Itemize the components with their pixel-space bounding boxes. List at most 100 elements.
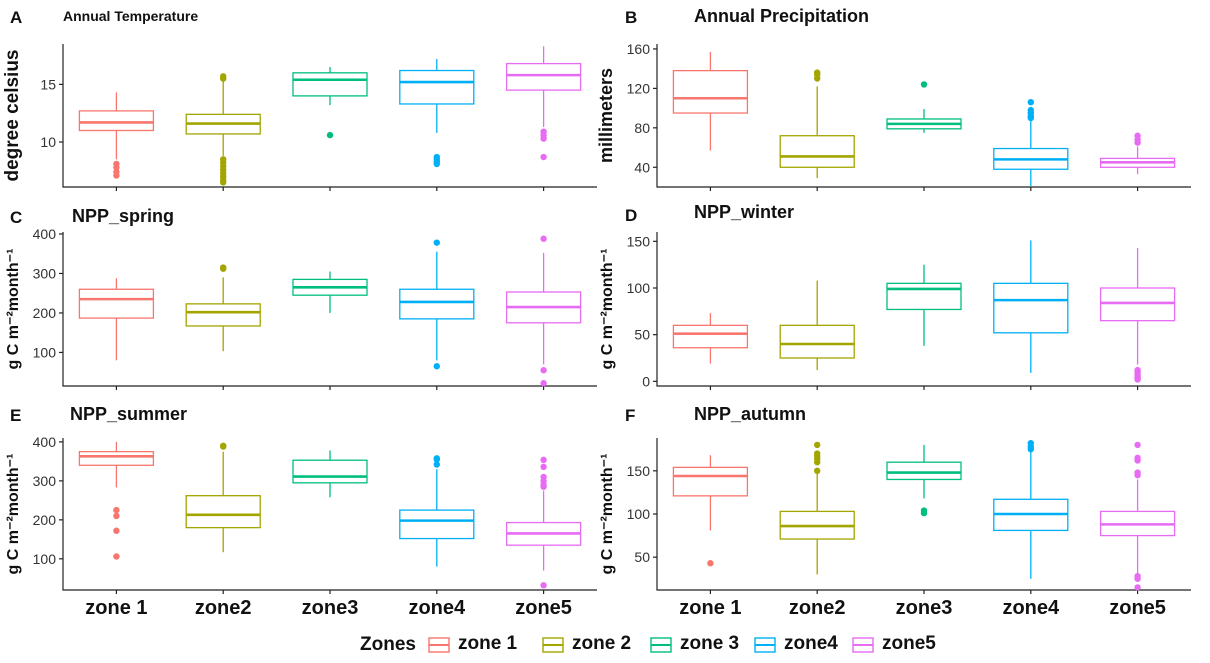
box-iqr xyxy=(779,135,855,168)
box-iqr xyxy=(399,288,475,320)
box-iqr xyxy=(292,459,368,484)
box-4 xyxy=(993,439,1069,579)
panel-letter: C xyxy=(10,208,22,227)
legend-title: Zones xyxy=(360,634,416,655)
outlier-point xyxy=(540,380,547,387)
box-1 xyxy=(78,92,155,179)
box-iqr xyxy=(78,288,155,319)
y-tick-label: 50 xyxy=(634,327,650,343)
x-tick-label: zone5 xyxy=(515,597,572,619)
x-tick-label: zone2 xyxy=(195,597,252,619)
outlier-point xyxy=(540,235,547,242)
outlier-point xyxy=(540,153,547,161)
outlier-point xyxy=(220,265,227,272)
box-iqr xyxy=(505,62,582,91)
box-5 xyxy=(1099,441,1176,591)
y-tick-label: 120 xyxy=(627,80,651,96)
y-tick-label: 200 xyxy=(33,305,57,321)
panel-f: F NPP_autumn 50 100 150 g C m⁻²month⁻¹ zone 1 z… xyxy=(599,404,1191,619)
outlier-point xyxy=(1134,441,1141,449)
y-tick-label: 80 xyxy=(634,120,650,136)
y-tick-label: 150 xyxy=(627,463,651,479)
box-iqr xyxy=(78,110,155,132)
panel-c: C NPP_spring 100 200 300 400 g C m⁻²month⁻¹ xyxy=(5,206,597,390)
x-tick-label: zone3 xyxy=(896,597,953,619)
outlier-point xyxy=(814,75,821,82)
box-5 xyxy=(505,456,582,589)
box-4 xyxy=(399,58,475,168)
outlier-point xyxy=(1134,584,1141,591)
outlier-point xyxy=(433,461,440,468)
outlier-point xyxy=(1134,376,1141,383)
panel-letter: F xyxy=(625,406,635,425)
box-3 xyxy=(886,81,962,133)
box-iqr xyxy=(185,495,261,529)
legend-label: zone 1 xyxy=(458,633,518,654)
legend-key xyxy=(754,637,776,653)
y-tick-label: 300 xyxy=(33,265,57,281)
y-axis-label: millimeters xyxy=(596,68,616,163)
outlier-point xyxy=(1027,114,1035,122)
outlier-point xyxy=(814,458,821,466)
box-4 xyxy=(993,98,1069,187)
y-axis-label: g C m⁻²month⁻¹ xyxy=(599,454,616,575)
x-tick-label: zone 1 xyxy=(85,597,147,619)
y-tick-label: 100 xyxy=(33,344,57,360)
axis-lines xyxy=(62,232,597,387)
y-axis-label: g C m⁻²month⁻¹ xyxy=(5,249,22,370)
panel-letter: D xyxy=(625,206,637,225)
y-tick-label: 10 xyxy=(40,134,56,150)
y-tick-label: 200 xyxy=(33,512,57,528)
box-2 xyxy=(779,69,855,179)
legend-key xyxy=(428,637,450,653)
outlier-point xyxy=(920,81,928,88)
panel-a: A Annual Temperature 10 15 degree celsius xyxy=(2,8,597,191)
outlier-point xyxy=(814,441,821,449)
outlier-point xyxy=(814,467,821,475)
y-tick-label: 40 xyxy=(634,159,650,175)
axis-lines xyxy=(656,44,1191,188)
outlier-point xyxy=(220,75,227,82)
outlier-point xyxy=(113,527,120,534)
box-2 xyxy=(185,264,261,352)
outlier-point xyxy=(920,509,928,517)
x-tick-label: zone4 xyxy=(408,597,466,619)
y-tick-label: 150 xyxy=(627,233,651,249)
box-iqr xyxy=(78,450,155,466)
outlier-point xyxy=(540,582,547,589)
box-iqr xyxy=(185,303,261,327)
box-iqr xyxy=(672,324,749,349)
outlier-point xyxy=(220,443,227,450)
outlier-point xyxy=(326,131,334,139)
box-3 xyxy=(292,67,368,139)
outlier-point xyxy=(1027,446,1035,453)
legend-key xyxy=(542,637,564,653)
outlier-point xyxy=(540,463,547,471)
legend-key xyxy=(852,637,874,653)
box-1 xyxy=(78,441,155,560)
panel-title: Annual Precipitation xyxy=(694,6,869,26)
legend-key xyxy=(650,637,672,653)
box-1 xyxy=(78,278,155,361)
y-tick-label: 160 xyxy=(627,41,651,57)
axis-lines xyxy=(62,438,597,591)
box-1 xyxy=(672,455,749,567)
outlier-point xyxy=(540,483,547,490)
panel-letter: A xyxy=(10,8,22,27)
outlier-point xyxy=(540,367,547,374)
outlier-point xyxy=(433,160,440,168)
outlier-point xyxy=(113,164,120,171)
box-5 xyxy=(1099,132,1176,175)
outlier-point xyxy=(1134,575,1141,582)
box-2 xyxy=(779,280,855,371)
axis-lines xyxy=(62,44,597,188)
y-tick-label: 300 xyxy=(33,473,57,489)
box-2 xyxy=(185,442,261,553)
box-1 xyxy=(672,313,749,364)
outlier-point xyxy=(1027,98,1035,106)
outlier-point xyxy=(540,135,547,142)
box-iqr xyxy=(672,466,749,497)
axis-lines xyxy=(656,438,1191,591)
x-tick-label: zone4 xyxy=(1002,597,1060,619)
panel-title: NPP_spring xyxy=(72,206,174,226)
